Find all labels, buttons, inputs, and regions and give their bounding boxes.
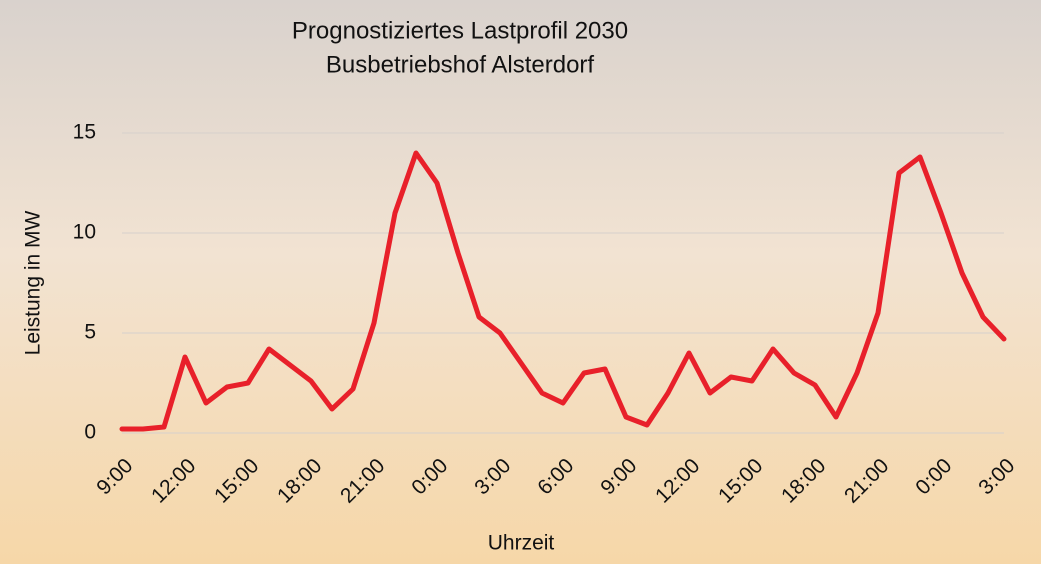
y-axis-label: Leistung in MW [22,210,45,355]
y-tick-label: 0 [84,421,96,444]
y-tick-label: 10 [73,221,96,244]
chart: Prognostiziertes Lastprofil 2030 Busbetr… [0,0,1041,564]
y-tick-label: 5 [84,321,96,344]
x-axis-label: Uhrzeit [488,532,555,555]
chart-title: Prognostiziertes Lastprofil 2030 [292,17,628,44]
chart-subtitle: Busbetriebshof Alsterdorf [326,51,594,78]
y-tick-label: 15 [73,121,96,144]
